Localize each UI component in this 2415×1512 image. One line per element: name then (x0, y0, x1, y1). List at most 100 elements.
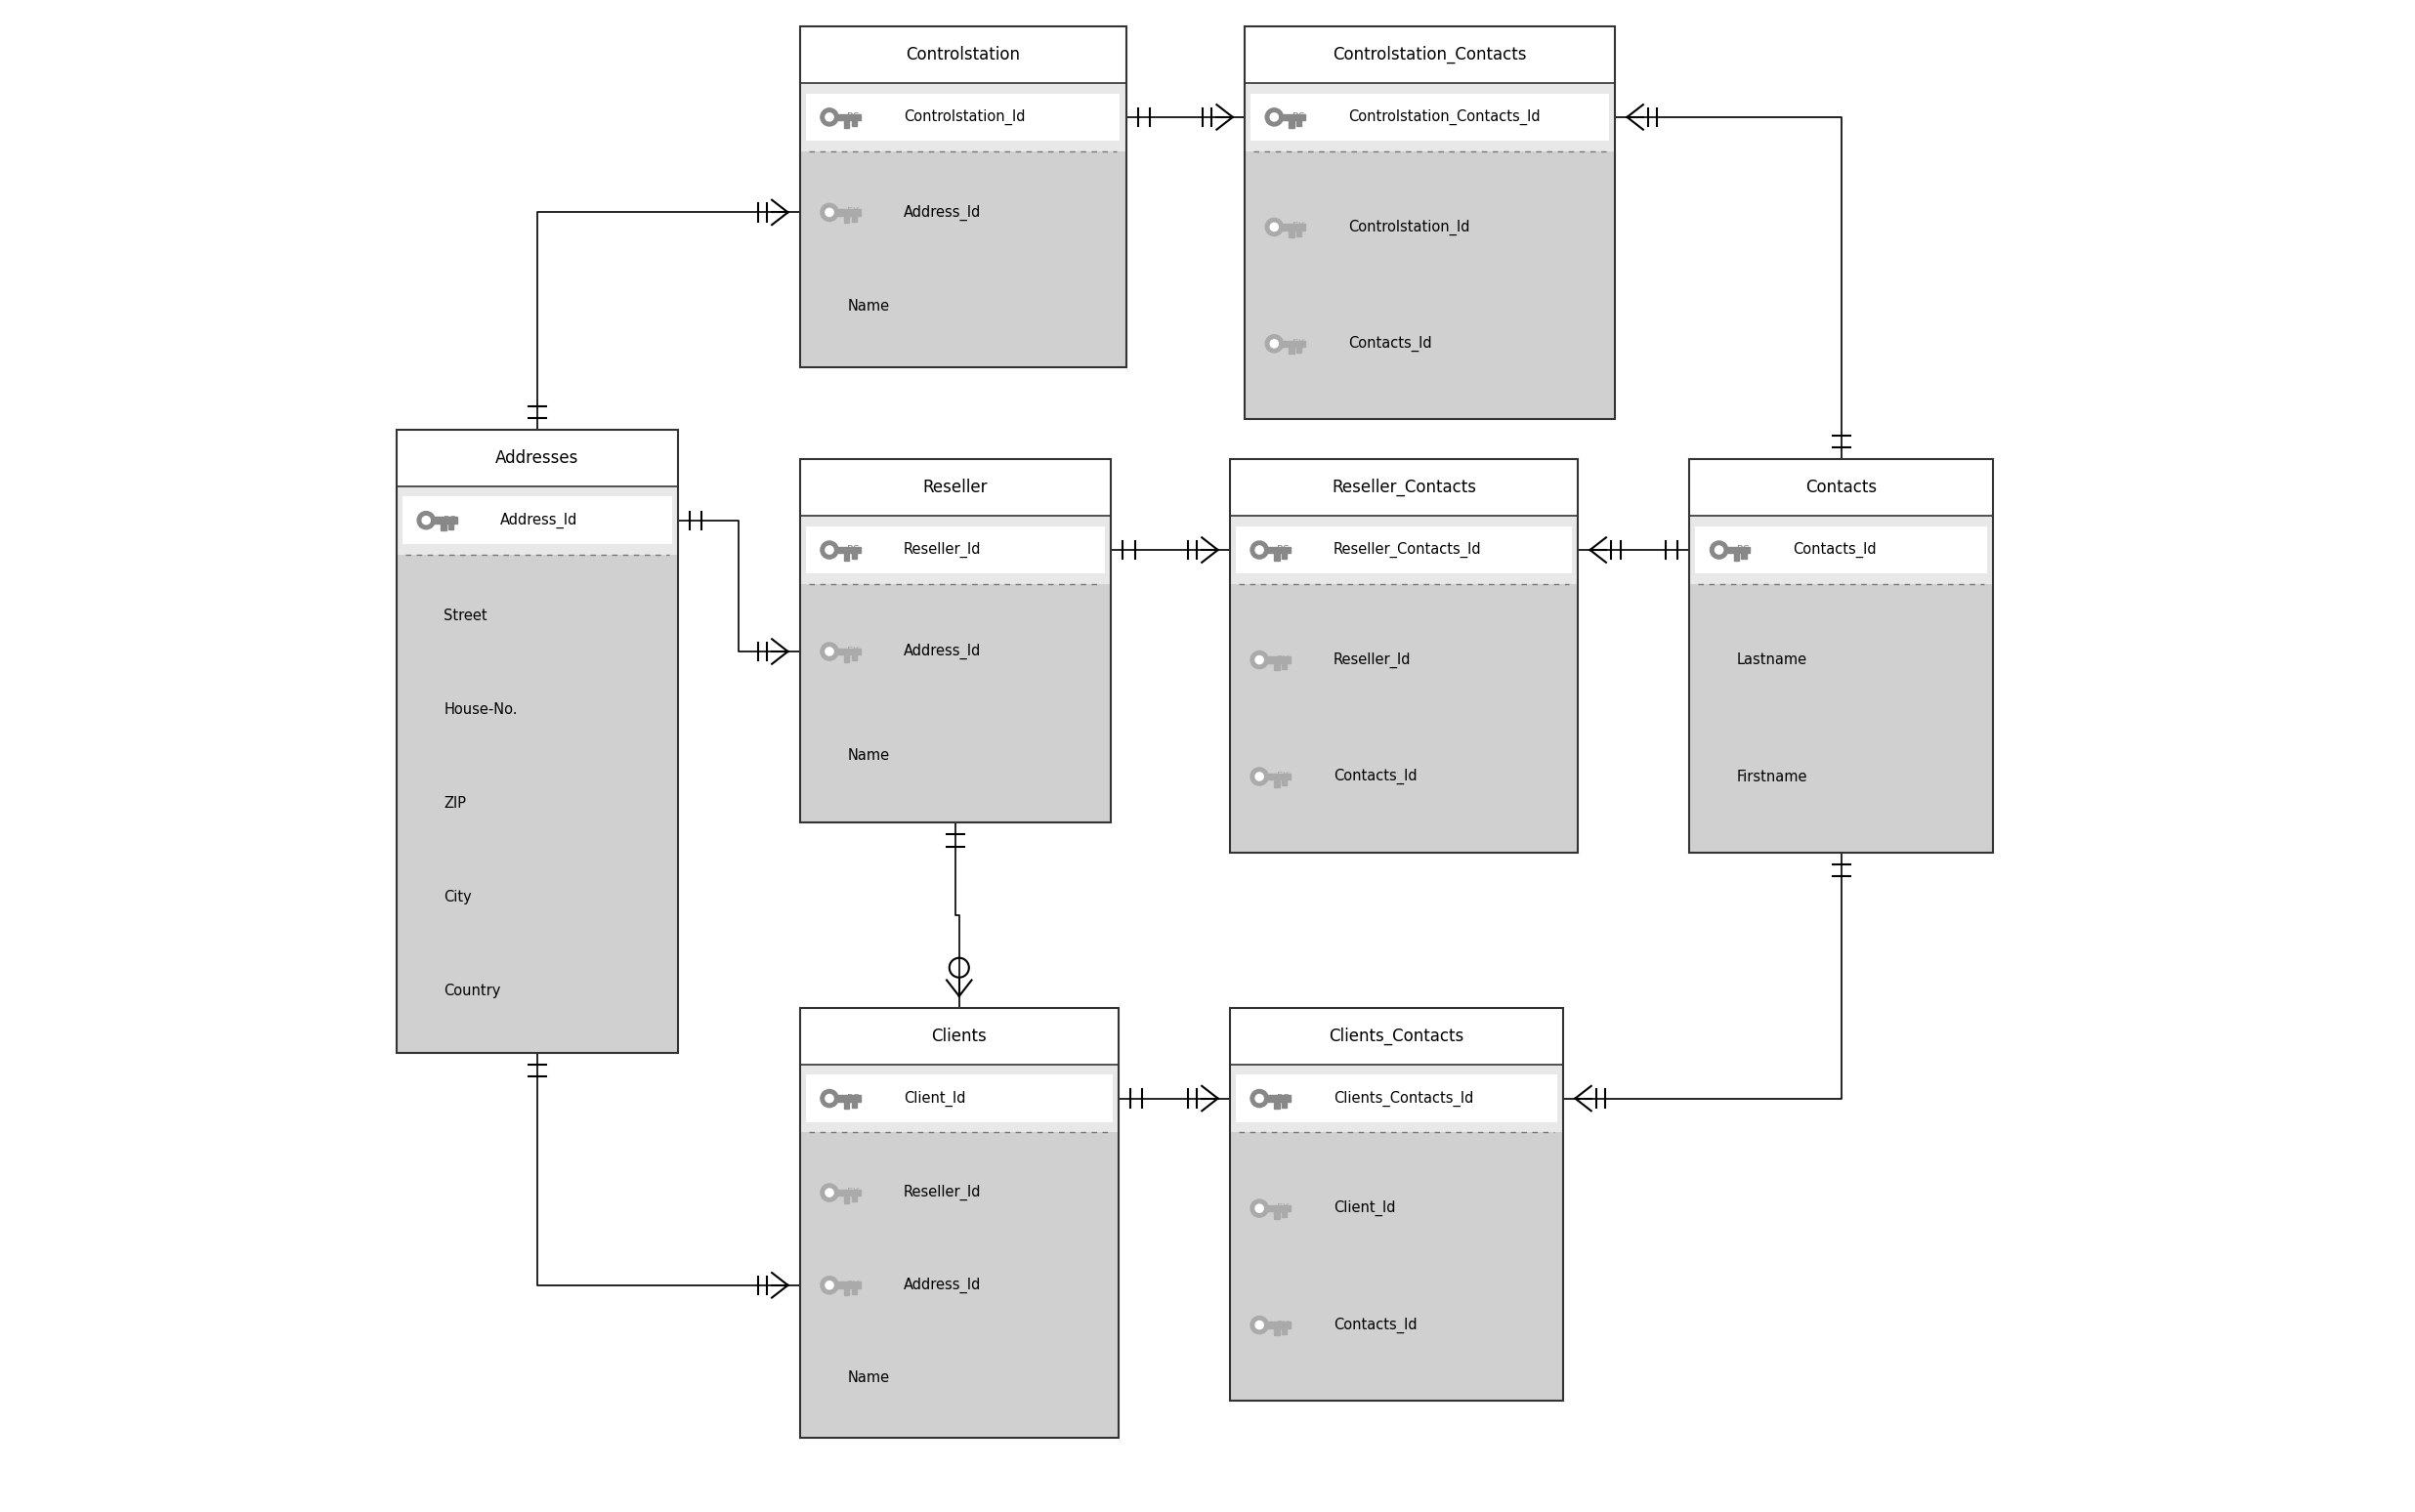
Text: Name: Name (848, 1370, 889, 1385)
Bar (1282, 1211, 1287, 1217)
Text: PS: PS (848, 112, 860, 122)
Text: Client_Id: Client_Id (903, 1090, 966, 1107)
Circle shape (821, 643, 838, 661)
Text: Reseller_Contacts_Id: Reseller_Contacts_Id (1333, 541, 1483, 558)
Text: Street: Street (444, 608, 488, 623)
Text: PS: PS (444, 516, 456, 525)
Bar (852, 1288, 857, 1294)
Text: Reseller_Id: Reseller_Id (903, 541, 980, 558)
Circle shape (1265, 218, 1282, 236)
Text: House-No.: House-No. (444, 702, 517, 717)
Circle shape (821, 541, 838, 559)
Circle shape (821, 109, 838, 125)
Bar (845, 1288, 850, 1296)
Circle shape (1270, 224, 1278, 231)
Circle shape (1251, 1090, 1268, 1107)
Bar (852, 655, 857, 661)
Bar (1290, 346, 1294, 354)
Bar (845, 1196, 850, 1204)
Bar (1695, 526, 1988, 573)
Text: Name: Name (848, 299, 889, 314)
Bar (1297, 346, 1302, 352)
Bar (1690, 460, 1992, 516)
Bar (1236, 1075, 1558, 1122)
Bar (1229, 584, 1577, 853)
Bar (1275, 662, 1280, 670)
Bar (1268, 1205, 1290, 1211)
Text: Reseller: Reseller (923, 479, 988, 496)
Text: Clients_Contacts_Id: Clients_Contacts_Id (1333, 1090, 1473, 1107)
Circle shape (826, 1281, 833, 1290)
Circle shape (821, 1184, 838, 1202)
Bar (1244, 83, 1616, 151)
Bar (1282, 1101, 1287, 1107)
Bar (799, 83, 1125, 151)
Text: Firstname: Firstname (1736, 770, 1809, 783)
Bar (1297, 119, 1302, 125)
Text: FK: FK (848, 647, 860, 656)
Circle shape (821, 1276, 838, 1294)
Bar (1244, 27, 1616, 83)
Text: FK: FK (1278, 1204, 1290, 1213)
Bar (799, 27, 1125, 367)
Bar (845, 215, 850, 222)
Circle shape (826, 1188, 833, 1196)
Text: FK: FK (848, 1188, 860, 1198)
Bar (1229, 516, 1577, 584)
Circle shape (1256, 1205, 1263, 1213)
Circle shape (826, 113, 833, 121)
Circle shape (1265, 109, 1282, 125)
Bar (1244, 151, 1616, 419)
Circle shape (826, 1095, 833, 1102)
Bar (1690, 584, 1992, 853)
Text: FK: FK (1292, 339, 1304, 349)
Text: Contacts_Id: Contacts_Id (1333, 768, 1418, 785)
Text: PS: PS (848, 544, 860, 555)
Bar (449, 523, 454, 529)
Circle shape (1251, 541, 1268, 559)
Bar (442, 523, 447, 531)
Bar (807, 1075, 1113, 1122)
Bar (845, 1101, 850, 1108)
Bar (1229, 1009, 1563, 1064)
Bar (799, 516, 1111, 584)
Circle shape (1270, 340, 1278, 348)
Text: Client_Id: Client_Id (1333, 1201, 1396, 1216)
Text: PS: PS (1278, 544, 1290, 555)
Bar (838, 547, 860, 553)
Circle shape (1256, 1321, 1263, 1329)
Circle shape (1251, 1199, 1268, 1217)
Bar (838, 1095, 860, 1102)
Text: Address_Id: Address_Id (903, 204, 980, 221)
Bar (1229, 460, 1577, 516)
Bar (845, 119, 850, 127)
Text: Controlstation_Id: Controlstation_Id (903, 109, 1026, 125)
Bar (838, 113, 860, 121)
Circle shape (423, 516, 430, 525)
Bar (1282, 113, 1307, 121)
Circle shape (1265, 334, 1282, 352)
Bar (845, 655, 850, 662)
Text: FK: FK (848, 1281, 860, 1290)
Text: Contacts_Id: Contacts_Id (1348, 336, 1432, 352)
Text: Contacts_Id: Contacts_Id (1333, 1317, 1418, 1334)
Bar (1268, 773, 1290, 780)
Bar (799, 460, 1111, 823)
Circle shape (1251, 652, 1268, 668)
Text: Clients_Contacts: Clients_Contacts (1328, 1027, 1463, 1045)
Bar (396, 487, 679, 555)
Text: Addresses: Addresses (495, 449, 580, 467)
Bar (1690, 516, 1992, 584)
Text: Reseller_Contacts: Reseller_Contacts (1331, 479, 1476, 496)
Bar (1275, 780, 1280, 786)
Circle shape (1270, 113, 1278, 121)
Bar (799, 1064, 1118, 1132)
Circle shape (1251, 1315, 1268, 1334)
Text: FK: FK (1278, 1320, 1290, 1331)
Bar (1727, 547, 1751, 553)
Text: PS: PS (1292, 112, 1304, 122)
Bar (403, 496, 671, 544)
Bar (799, 1009, 1118, 1438)
Bar (807, 526, 1106, 573)
Bar (1268, 1095, 1290, 1102)
